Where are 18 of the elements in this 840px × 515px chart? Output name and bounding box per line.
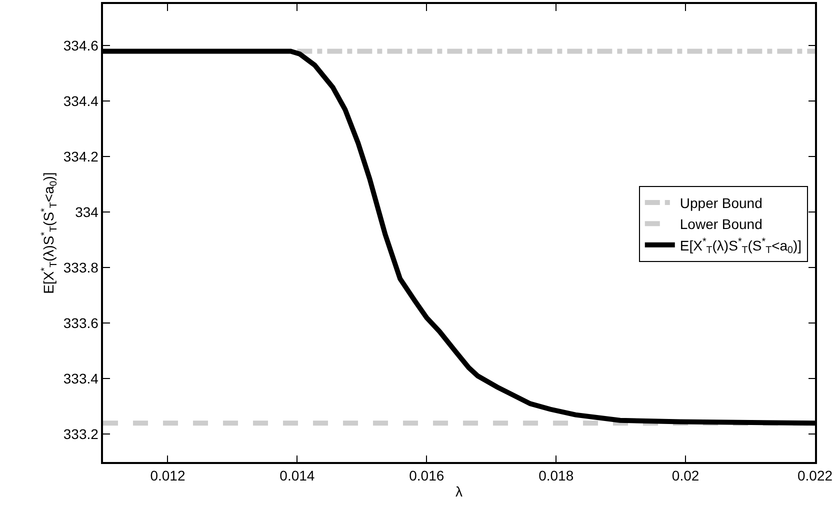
text: E[X$^{*}$$_{T}$(λ)S$^{*}$$_{T}$(S$^{*}$$_{T}$<a$_{0}$)] <box>680 236 802 256</box>
y-tick-label: 334.4 <box>63 93 99 110</box>
x-tick-label: 0.022 <box>797 468 833 484</box>
y-tick-label: 333.8 <box>63 260 99 276</box>
legend-label: Lower Bound <box>680 216 762 232</box>
legend-label: Upper Bound <box>680 194 762 211</box>
x-tick-label: 0.016 <box>409 468 444 484</box>
x-tick-label: 0.02 <box>672 468 700 484</box>
y-tick-label: 333.6 <box>63 315 99 332</box>
x-axis-title: λ <box>456 483 462 500</box>
y-tick-label: 334.2 <box>63 148 99 165</box>
y-tick-label: 334 <box>75 204 99 220</box>
x-tick-label: 0.012 <box>150 468 186 484</box>
y-tick-label: 334.6 <box>63 38 99 54</box>
y-tick-label: 333.2 <box>63 426 99 442</box>
x-tick-label: 0.018 <box>538 468 574 484</box>
x-tick-label: 0.014 <box>280 468 315 484</box>
y-tick-label: 333.4 <box>63 370 99 387</box>
